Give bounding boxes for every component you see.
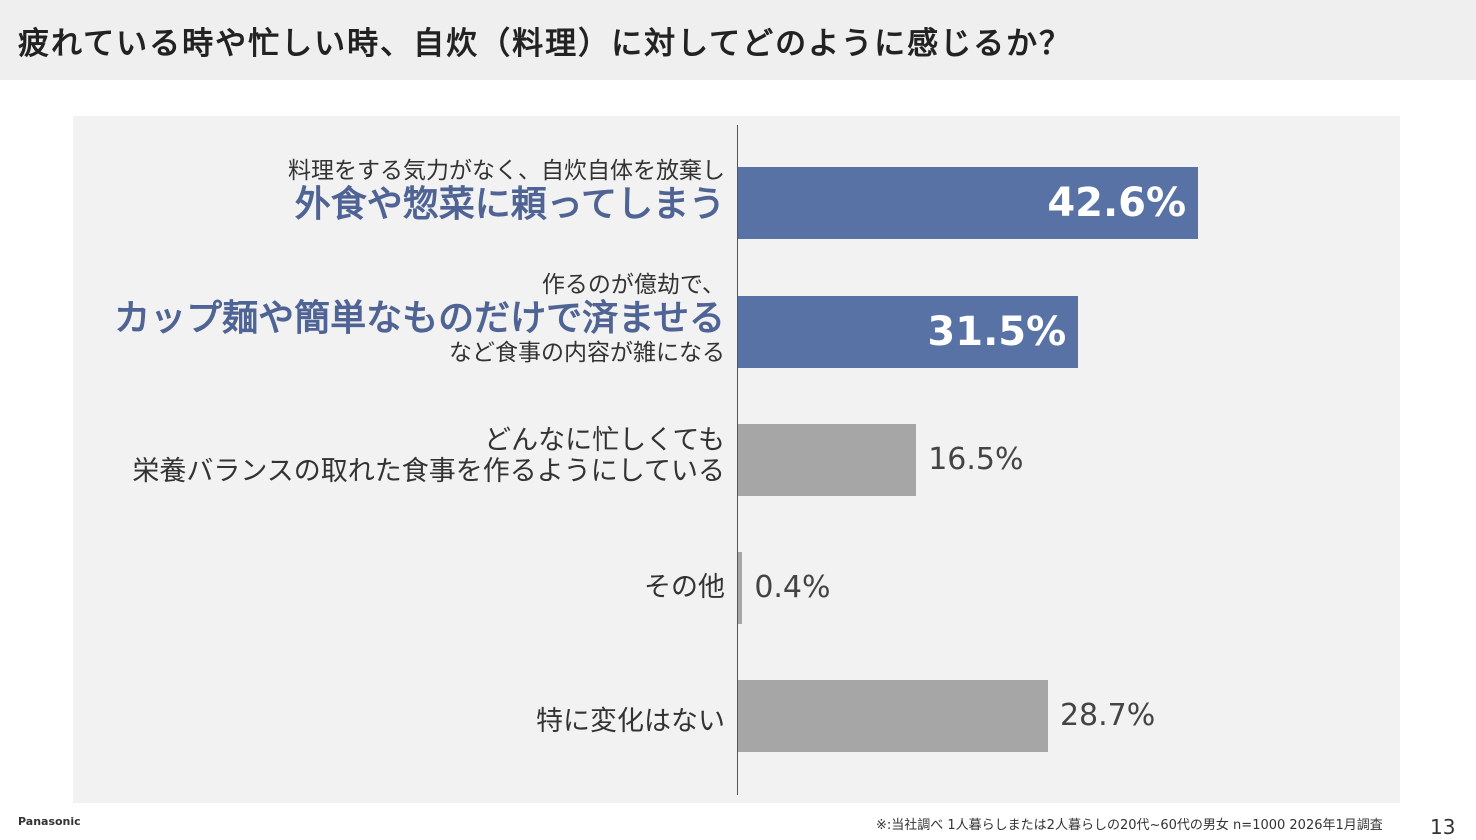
category-label: 特に変化はない xyxy=(536,706,725,737)
bar xyxy=(738,552,743,624)
category-label-line: など食事の内容が雑になる xyxy=(449,339,725,366)
bar xyxy=(738,680,1048,752)
bar xyxy=(738,424,917,496)
category-label-line: 栄養バランスの取れた食事を作るようにしている xyxy=(132,456,725,488)
bar xyxy=(738,296,1079,368)
bar-value-label: 0.4% xyxy=(754,570,831,605)
page-number: 13 xyxy=(1430,815,1456,839)
y-axis-line xyxy=(737,125,738,795)
category-label: その他 xyxy=(644,572,725,603)
category-label-line: 外食や惣菜に頼ってしまう xyxy=(294,184,725,226)
bar-value-label: 28.7% xyxy=(1059,698,1156,733)
title-bar: 疲れている時や忙しい時、自炊（料理）に対してどのように感じるか？ xyxy=(0,0,1476,80)
brand-logo: Panasonic xyxy=(18,815,81,828)
bar-value-label: 42.6% xyxy=(1047,180,1187,226)
category-label-line: 特に変化はない xyxy=(536,706,725,737)
category-label: どんなに忙しくても 栄養バランスの取れた食事を作るようにしている xyxy=(132,425,725,487)
bar-value-label: 16.5% xyxy=(928,442,1024,477)
category-label-line: 料理をする気力がなく、自炊自体を放棄し xyxy=(288,158,725,184)
bar-value-label: 31.5% xyxy=(927,309,1067,355)
survey-footnote: ※:当社調べ 1人暮らしまたは2人暮らしの20代~60代の男女 n=1000 2… xyxy=(876,818,1383,833)
category-label-line: 作るのが億劫で、 xyxy=(541,272,725,298)
category-label: 作るのが億劫で、 カップ麺や簡単なものだけで済ませる など食事の内容が雑になる xyxy=(114,272,725,366)
category-label: 料理をする気力がなく、自炊自体を放棄し 外食や惣菜に頼ってしまう xyxy=(288,158,725,226)
category-label-line: カップ麺や簡単なものだけで済ませる xyxy=(114,298,725,340)
bar xyxy=(738,167,1199,239)
category-label-line: どんなに忙しくても xyxy=(484,425,725,456)
page-title: 疲れている時や忙しい時、自炊（料理）に対してどのように感じるか？ xyxy=(18,26,1073,62)
category-label-line: その他 xyxy=(644,572,725,603)
